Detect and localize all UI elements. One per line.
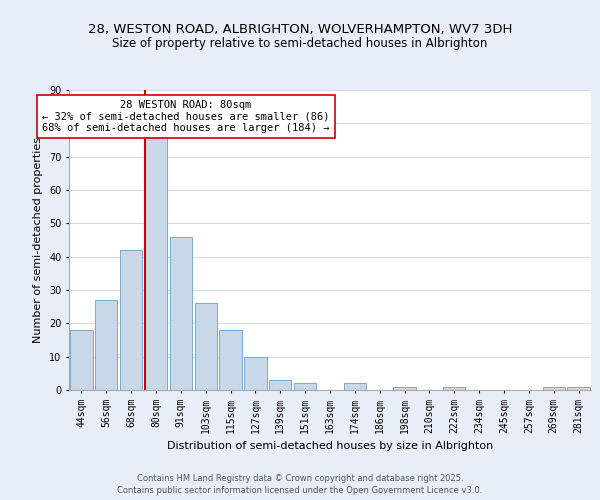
Text: 28 WESTON ROAD: 80sqm
← 32% of semi-detached houses are smaller (86)
68% of semi: 28 WESTON ROAD: 80sqm ← 32% of semi-deta…: [42, 100, 329, 133]
Bar: [120, 250, 142, 390]
Bar: [344, 384, 366, 390]
Bar: [145, 136, 167, 390]
Text: Size of property relative to semi-detached houses in Albrighton: Size of property relative to semi-detach…: [112, 38, 488, 51]
Bar: [194, 304, 217, 390]
Text: Contains HM Land Registry data © Crown copyright and database right 2025.
Contai: Contains HM Land Registry data © Crown c…: [118, 474, 482, 495]
X-axis label: Distribution of semi-detached houses by size in Albrighton: Distribution of semi-detached houses by …: [167, 441, 493, 451]
Bar: [170, 236, 192, 390]
Text: 28, WESTON ROAD, ALBRIGHTON, WOLVERHAMPTON, WV7 3DH: 28, WESTON ROAD, ALBRIGHTON, WOLVERHAMPT…: [88, 22, 512, 36]
Bar: [95, 300, 118, 390]
Bar: [394, 386, 416, 390]
Bar: [568, 386, 590, 390]
Bar: [220, 330, 242, 390]
Y-axis label: Number of semi-detached properties: Number of semi-detached properties: [34, 137, 43, 343]
Bar: [294, 384, 316, 390]
Bar: [443, 386, 466, 390]
Bar: [70, 330, 92, 390]
Bar: [244, 356, 266, 390]
Bar: [542, 386, 565, 390]
Bar: [269, 380, 292, 390]
